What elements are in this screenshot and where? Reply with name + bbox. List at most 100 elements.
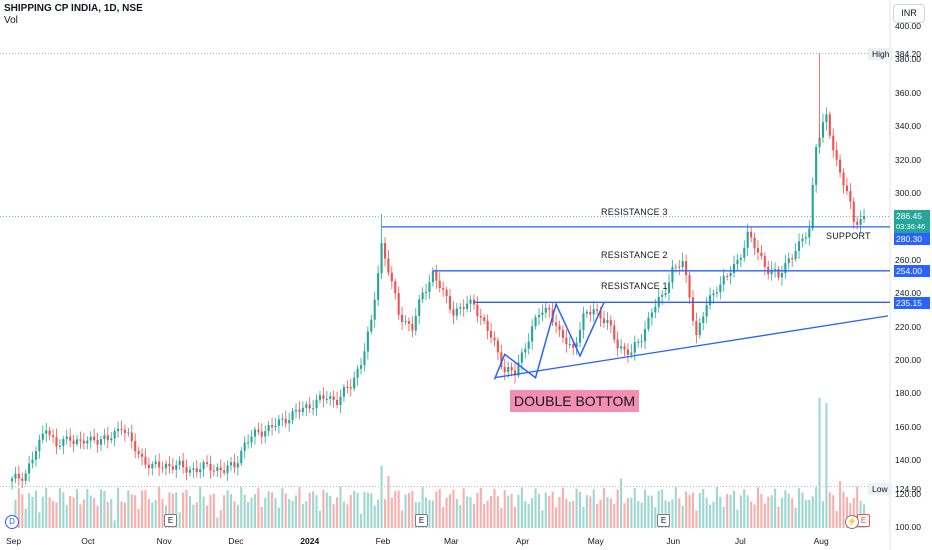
volume-bar: [537, 493, 541, 528]
volume-bar: [315, 495, 318, 528]
volume-bar: [288, 498, 291, 528]
candle-body: [308, 404, 311, 409]
candle-body: [123, 429, 126, 434]
candle-body: [483, 317, 486, 321]
volume-bar: [257, 488, 260, 528]
candle-body: [243, 442, 246, 451]
earnings-event-icon[interactable]: E: [415, 514, 428, 527]
candle-body: [804, 237, 807, 239]
price-tick-label: 120.00: [895, 488, 921, 499]
volume-bar: [31, 496, 34, 528]
candle-body: [120, 428, 123, 430]
volume-bar: [640, 502, 643, 528]
candle-body: [414, 315, 417, 331]
candle-body: [17, 473, 20, 479]
currency-button[interactable]: INR: [893, 4, 925, 23]
volume-bar: [589, 496, 592, 528]
volume-bar: [24, 508, 27, 528]
volume-bar: [801, 492, 804, 528]
volume-bar: [797, 488, 801, 528]
volume-bar: [366, 492, 369, 528]
volume-bar: [58, 488, 61, 528]
candle-body: [301, 407, 304, 413]
candle-body: [541, 312, 544, 315]
volume-bar: [825, 403, 828, 528]
volume-bar: [294, 495, 298, 528]
candle-body: [171, 466, 174, 470]
earnings-event-icon[interactable]: E: [164, 514, 177, 527]
candle-body: [856, 221, 859, 225]
high-value: 384.20: [895, 49, 921, 59]
candle-body: [106, 435, 109, 441]
candle-body: [69, 436, 72, 441]
candle-body: [578, 330, 582, 343]
dividend-event-icon[interactable]: D: [5, 515, 19, 529]
volume-bar: [250, 497, 253, 528]
candle-body: [271, 425, 274, 428]
volume-bar: [277, 507, 280, 528]
volume-bar: [123, 502, 126, 528]
volume-bar: [349, 494, 352, 528]
candle-body: [315, 399, 318, 409]
candle-body: [31, 459, 34, 464]
volume-bar: [318, 510, 322, 528]
volume-bar: [147, 498, 150, 528]
volume-bar: [681, 505, 684, 528]
volume-bar: [370, 493, 373, 528]
volume-bar: [401, 510, 404, 528]
resistance-1-label: RESISTANCE 1: [601, 281, 668, 291]
volume-bar: [760, 493, 763, 528]
candle-body: [654, 306, 657, 313]
earnings-event-icon[interactable]: E: [657, 514, 670, 527]
candle-body: [637, 341, 640, 343]
volume-bar: [630, 497, 633, 528]
candle-body: [346, 386, 349, 388]
volume-bar: [117, 487, 120, 528]
candle-body: [182, 460, 185, 468]
time-tick-label: Dec: [228, 536, 244, 546]
volume-bar: [787, 493, 790, 528]
volume-bar: [421, 487, 424, 528]
candle-body: [305, 404, 308, 408]
volume-bar: [709, 504, 712, 528]
candle-body: [698, 322, 701, 336]
volume-bar: [130, 494, 133, 528]
volume-bar: [205, 505, 209, 528]
candle-body: [55, 436, 58, 447]
candle-body: [797, 241, 801, 251]
candle-body: [825, 114, 828, 123]
volume-bar: [223, 495, 226, 528]
volume-bar: [602, 488, 606, 528]
price-tick-label: 200.00: [895, 355, 921, 365]
volume-bar: [82, 499, 85, 528]
candle-body: [743, 247, 746, 258]
candle-body: [722, 275, 725, 285]
volume-bar: [435, 491, 438, 528]
news-bolt-icon[interactable]: ⚡: [845, 515, 859, 529]
volume-bar: [527, 504, 530, 528]
volume-bar: [763, 503, 766, 528]
candle-body: [609, 320, 612, 326]
volume-bar: [609, 498, 612, 528]
volume-bar: [69, 495, 72, 528]
candle-body: [643, 329, 647, 342]
volume-bar: [264, 498, 267, 528]
time-tick-label: 2024: [300, 536, 320, 546]
volume-bar: [308, 492, 311, 528]
candle-body: [808, 228, 811, 238]
volume-bar: [777, 506, 780, 528]
volume-bar: [613, 503, 616, 528]
volume-bar: [739, 495, 742, 528]
candle-body: [544, 307, 547, 313]
volume-bar: [750, 501, 753, 528]
candle-body: [168, 463, 171, 467]
volume-bar: [226, 490, 229, 528]
candle-body: [626, 349, 629, 355]
candle-body: [223, 470, 226, 473]
candle-body: [240, 450, 243, 464]
volume-bar: [657, 490, 660, 528]
candle-body: [438, 280, 441, 289]
candle-body: [103, 435, 106, 440]
candle-body: [274, 425, 277, 428]
